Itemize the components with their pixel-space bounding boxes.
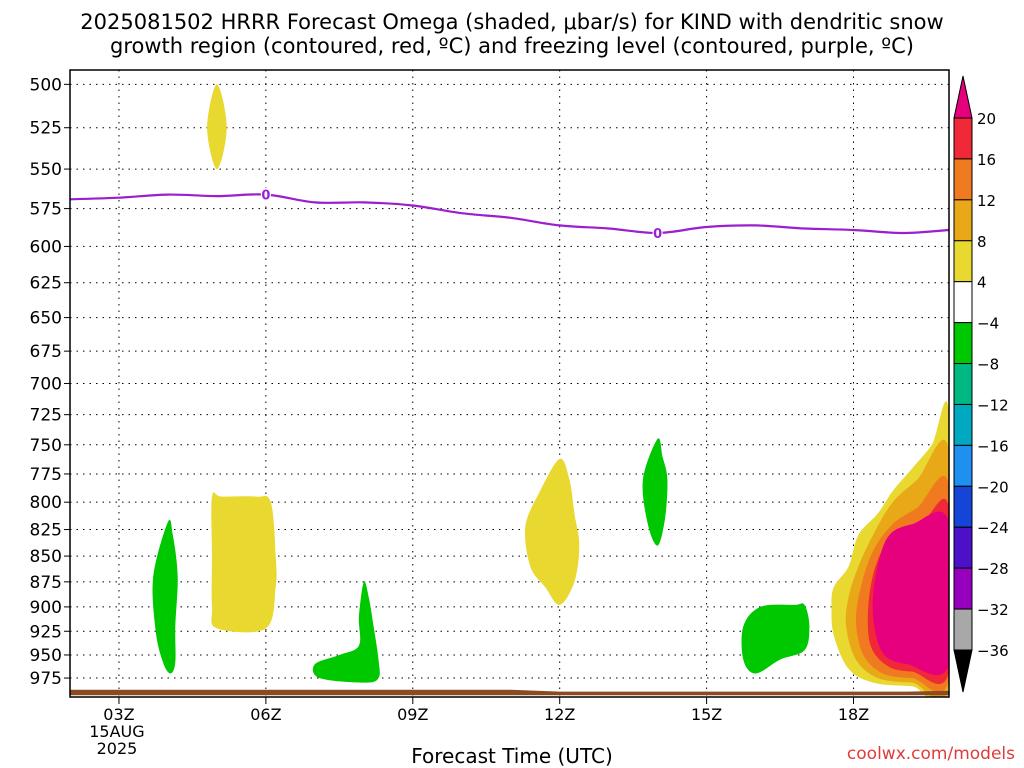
freezing-level-label: 0: [261, 189, 270, 204]
chart-title-line-2: growth region (contoured, red, ºC) and f…: [110, 34, 914, 58]
y-tick-label: 775: [30, 465, 62, 485]
freezing-level-label-bg: [652, 225, 663, 240]
x-tick-label: 09Z: [397, 705, 428, 724]
colorbar-level-label: −24: [977, 519, 1009, 537]
y-tick-label: 750: [30, 436, 62, 456]
colorbar-level-label: −36: [977, 642, 1009, 660]
y-tick-label: 500: [30, 75, 62, 95]
colorbar: 20 16 12 8 4 −4 −8 −12 −16 −20 −24 −28 −32 −36: [953, 75, 1009, 693]
omega-region: [872, 511, 949, 676]
y-tick-label: 900: [30, 598, 62, 618]
colorbar-swatch: [953, 403, 973, 446]
colorbar-swatch: [953, 363, 973, 405]
y-tick-label: 800: [30, 493, 62, 513]
freezing-level-label: 0: [653, 227, 662, 242]
y-tick-label: 600: [30, 237, 62, 257]
omega-region: [152, 519, 178, 674]
omega-region: [524, 458, 580, 605]
colorbar-level-label: −12: [977, 396, 1009, 414]
colorbar-level-label: −16: [977, 437, 1009, 455]
freezing-level-label-bg: [260, 187, 271, 202]
y-tick-label: 950: [30, 646, 62, 666]
colorbar-swatch: [953, 117, 973, 160]
chart-title-line-1: 2025081502 HRRR Forecast Omega (shaded, …: [80, 10, 944, 34]
colorbar-swatch: [953, 281, 973, 324]
x-axis-label: Forecast Time (UTC): [411, 744, 613, 768]
colorbar-level-label: −8: [977, 356, 999, 374]
colorbar-top-triangle: [953, 75, 973, 119]
colorbar-level-label: 16: [977, 151, 996, 169]
colorbar-swatch: [953, 199, 973, 242]
colorbar-level-label: −4: [977, 315, 999, 333]
x-tick-label: 15Z: [691, 705, 722, 724]
y-tick-label: 575: [30, 200, 62, 220]
y-tick-label: 975: [30, 669, 62, 689]
colorbar-bottom-triangle: [953, 649, 973, 693]
colorbar-swatch: [953, 608, 973, 651]
y-tick-label: 550: [30, 160, 62, 180]
x-tick-label: 06Z: [250, 705, 281, 724]
colorbar-swatch: [953, 485, 973, 528]
y-tick-label: 825: [30, 521, 62, 541]
y-tick-label: 650: [30, 309, 62, 329]
y-tick-label: 700: [30, 374, 62, 394]
colorbar-swatch: [953, 526, 973, 569]
y-tick-label: 675: [30, 342, 62, 362]
freezing-level-line: [70, 193, 949, 235]
colorbar-swatch: [953, 567, 973, 610]
colorbar-level-label: 20: [977, 110, 996, 128]
colorbar-swatch: [953, 322, 973, 365]
colorbar-level-label: −20: [977, 478, 1009, 496]
x-tick-label: 18Z: [838, 705, 869, 724]
colorbar-level-label: 12: [977, 192, 996, 210]
plot-frame: [69, 69, 950, 698]
omega-region: [741, 603, 810, 674]
credit-link[interactable]: coolwx.com/models: [846, 744, 1015, 764]
y-tick-label: 725: [30, 406, 62, 426]
shaded-regions: 00: [70, 84, 949, 697]
surface-band: [70, 689, 949, 696]
y-tick-label: 925: [30, 622, 62, 642]
y-tick-label: 525: [30, 119, 62, 139]
x-tick-label: 12Z: [544, 705, 575, 724]
y-tick-label: 850: [30, 547, 62, 567]
y-tick-label: 875: [30, 573, 62, 593]
colorbar-level-label: −32: [977, 601, 1009, 619]
colorbar-level-label: −28: [977, 560, 1009, 578]
omega-region: [211, 492, 277, 633]
x-tick-sublabel: 2025: [97, 739, 138, 758]
omega-region: [642, 438, 668, 546]
colorbar-level-label: 4: [977, 274, 987, 292]
colorbar-swatch: [953, 444, 973, 487]
omega-region: [207, 84, 227, 170]
y-tick-label: 625: [30, 274, 62, 294]
x-tick-label: 03Z: [103, 705, 134, 724]
omega-region: [312, 581, 380, 683]
colorbar-swatch: [953, 240, 973, 283]
colorbar-swatch: [953, 158, 973, 201]
colorbar-level-label: 8: [977, 233, 987, 251]
x-tick-sublabel: 15AUG: [89, 722, 144, 741]
